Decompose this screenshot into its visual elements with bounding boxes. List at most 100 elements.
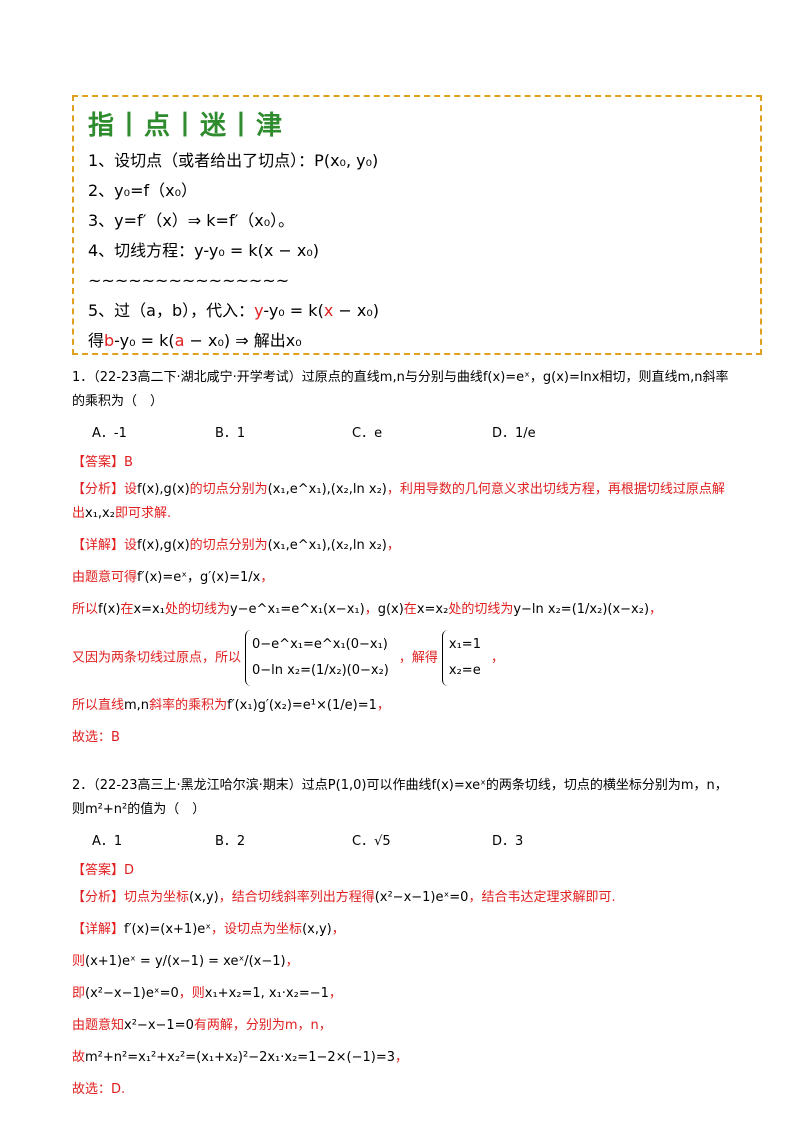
text-segment: 处的切线为 (164, 602, 230, 617)
text-segment: y (254, 301, 264, 320)
detail-line: 即(x²−x−1)eˣ=0，则x₁+x₂=1, x₁·x₂=−1， (72, 982, 732, 1006)
text-segment: x²−x−1=0 (124, 1018, 194, 1033)
text-segment: 【详解】 (72, 922, 125, 937)
text-segment: 故选：D. (72, 1082, 126, 1097)
text-segment: 则 (72, 954, 86, 969)
text-segment: ， (364, 602, 378, 617)
detail-line: 所以直线m,n斜率的乘积为f′(x₁)g′(x₂)=e¹×(1/e)=1， (72, 694, 732, 718)
question: 1．（22-23高二下·湖北咸宁·开学考试）过原点的直线m,n与分别与曲线f(x… (72, 366, 732, 750)
text-segment: ，设切点为坐标 (211, 922, 303, 937)
text-segment: -y₀ = k( (263, 301, 324, 320)
equation-system: 0−e^x₁=e^x₁(0−x₁) 0−ln x₂=(1/x₂)(0−x₂) (245, 630, 395, 686)
tips-title: 指丨点丨迷丨津 (88, 111, 285, 141)
text-segment: 的切点分别为 (189, 482, 268, 497)
tips-box: 指丨点丨迷丨津 1、设切点（或者给出了切点）：P(x₀, y₀) 2、y₀=f（x… (72, 95, 762, 355)
text-segment: (x²−x−1)eˣ=0 (85, 986, 179, 1001)
questions: 1．（22-23高二下·湖北咸宁·开学考试）过原点的直线m,n与分别与曲线f(x… (72, 366, 732, 1110)
text-segment: f(x),g(x) (137, 482, 190, 497)
text-segment: ， (395, 1050, 409, 1065)
text-segment: x₁+x₂=1, x₁·x₂=−1 (204, 986, 329, 1001)
text-segment: 故 (72, 1050, 86, 1065)
text-segment: 【分析】切点为坐标 (72, 890, 190, 905)
text-segment: ， (331, 922, 345, 937)
text-segment: ~~~~~~~~~~~~~~~ (88, 271, 290, 290)
text-segment: m²+n²=x₁²+x₂²=(x₁+x₂)²−2x₁·x₂=1−2×(−1)=3 (85, 1050, 395, 1065)
text-segment: ，结合韦达定理求解即可. (468, 890, 616, 905)
text-segment: f′(x)=(x+1)eˣ (124, 922, 212, 937)
text-segment: ，结合切线斜率列出方程得 (218, 890, 375, 905)
option: A．1 (92, 834, 123, 849)
detail-line: 故m²+n²=x₁²+x₂²=(x₁+x₂)²−2x₁·x₂=1−2×(−1)=… (72, 1046, 732, 1070)
text-segment: b (104, 331, 115, 350)
text-segment: g(x) (377, 602, 404, 617)
text-segment: 5、过（a，b），代入： (88, 301, 255, 320)
text-segment: 又因为两条切线过原点，所以 (72, 650, 242, 666)
options: A．-1 B．1 C．e D．1/e (72, 422, 732, 448)
text-segment: 得 (88, 331, 105, 350)
text-segment: y−ln x₂=(1/x₂)(x−x₂) (513, 602, 650, 617)
option: C．√5 (352, 834, 391, 849)
answer: 【答案】D (72, 863, 135, 878)
detail-line: 由题意知x²−x−1=0有两解，分别为m，n， (72, 1014, 732, 1038)
text-segment: 处的切线为 (448, 602, 514, 617)
text-segment: m,n (124, 698, 150, 713)
equation: x₁=1 (448, 637, 481, 652)
text-segment: 【详解】设 (72, 538, 138, 553)
text-segment: ，则 (178, 986, 205, 1001)
text-segment: x₁,x₂ (85, 506, 115, 521)
equation-system: x₁=1 x₂=e (441, 630, 487, 686)
text-segment: ， (649, 602, 663, 617)
text-segment: ， (328, 986, 342, 1001)
detail-line: 故选：D. (72, 1078, 732, 1102)
text-segment: ， (376, 698, 390, 713)
option: C．e (352, 426, 383, 441)
detail-line: 又因为两条切线过原点，所以 0−e^x₁=e^x₁(0−x₁) 0−ln x₂=(1… (72, 630, 732, 686)
text-segment: 由题意可得 (72, 570, 138, 585)
text-segment: f(x) (98, 602, 121, 617)
detail-line: 【详解】设f(x),g(x)的切点分别为(x₁,e^x₁),(x₂,ln x₂)… (72, 534, 732, 558)
text-segment: 4、切线方程：y-y₀ = k(x − x₀) (88, 241, 320, 260)
text-segment: ， (260, 570, 274, 585)
tip-line: 4、切线方程：y-y₀ = k(x − x₀) (88, 236, 746, 266)
option: B．2 (215, 834, 246, 849)
text-segment: (x,y) (302, 922, 332, 937)
question: 2．（22-23高三上·黑龙江哈尔滨·期末）过点P(1,0)可以作曲线f(x)=… (72, 774, 732, 1102)
text-segment: 所以直线 (72, 698, 125, 713)
text-segment: ， (285, 954, 299, 969)
option: D．3 (492, 834, 524, 849)
text-segment: ， (490, 650, 504, 666)
equation: 0−ln x₂=(1/x₂)(0−x₂) (252, 663, 389, 678)
text-segment: 【分析】设 (72, 482, 138, 497)
option: A．-1 (92, 426, 127, 441)
detail-line: 所以f(x)在x=x₁处的切线为y−e^x₁=e^x₁(x−x₁)，g(x)在x… (72, 598, 732, 622)
text-segment: − x₀) (333, 301, 379, 320)
text-segment: f′(x₁)g′(x₂)=e¹×(1/e)=1 (227, 698, 377, 713)
tip-line: 5、过（a，b），代入：y-y₀ = k(x − x₀) (88, 296, 746, 326)
text-segment: 在 (120, 602, 134, 617)
text-segment: a (174, 331, 185, 350)
text-segment: ，解得 (398, 650, 438, 666)
analysis: 【分析】设f(x),g(x)的切点分别为(x₁,e^x₁),(x₂,ln x₂)… (72, 478, 732, 526)
option: D．1/e (492, 426, 536, 441)
text-segment: 1、设切点（或者给出了切点）：P(x₀, y₀) (88, 151, 379, 170)
text-segment: x=x₂ (416, 602, 449, 617)
detail-line: 由题意可得f′(x)=eˣ，g′(x)=1/x， (72, 566, 732, 590)
tip-line: 1、设切点（或者给出了切点）：P(x₀, y₀) (88, 146, 746, 176)
tip-line: 2、y₀=f（x₀） (88, 176, 746, 206)
text-segment: 即可求解. (114, 506, 172, 521)
text-segment: x=x₁ (133, 602, 165, 617)
text-segment: (x₁,e^x₁),(x₂,ln x₂) (267, 482, 387, 497)
text-segment: f(x),g(x) (137, 538, 190, 553)
tip-line: ~~~~~~~~~~~~~~~ (88, 266, 746, 296)
equation: x₂=e (448, 663, 481, 678)
tip-line: 得b-y₀ = k(a − x₀) ⇒ 解出x₀ (88, 326, 746, 356)
text-segment: 有两解，分别为m，n， (193, 1018, 332, 1033)
answer: 【答案】B (72, 455, 133, 470)
text-segment: x (323, 301, 334, 320)
text-segment: 在 (403, 602, 417, 617)
text-segment: 所以 (72, 602, 99, 617)
text-segment: 斜率的乘积为 (149, 698, 228, 713)
text-segment: (x+1)eˣ = y/(x−1) = xeˣ/(x−1) (85, 954, 286, 969)
question-stem: 1．（22-23高二下·湖北咸宁·开学考试）过原点的直线m,n与分别与曲线f(x… (72, 370, 729, 409)
